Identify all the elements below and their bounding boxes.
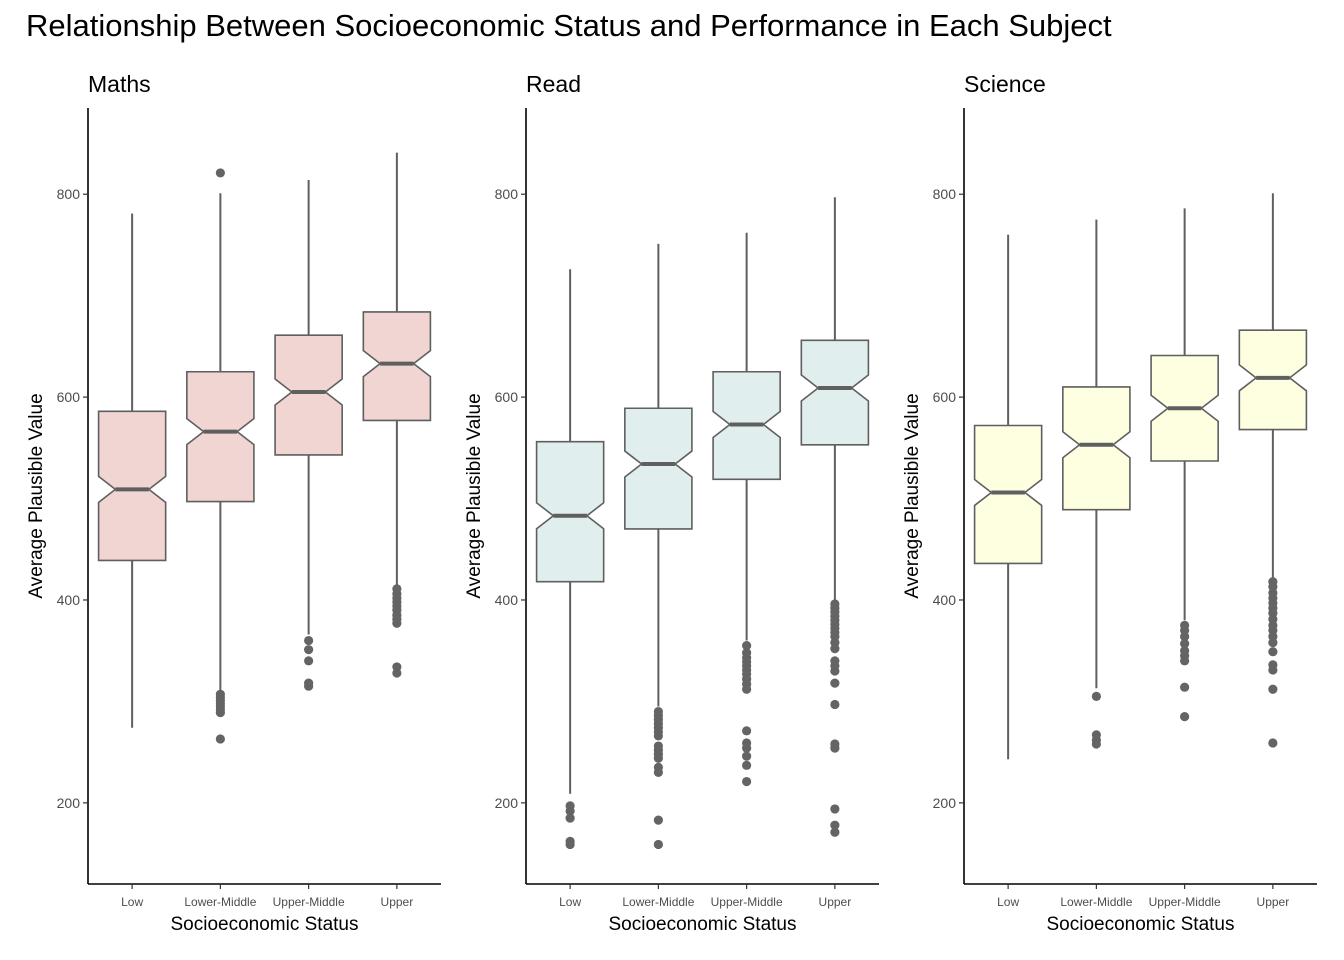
science-x-axis-title: Socioeconomic Status bbox=[1047, 914, 1235, 935]
read-box bbox=[624, 407, 693, 530]
read-box bbox=[800, 339, 870, 446]
read-outlier-point bbox=[565, 813, 575, 823]
science-x-tick-label: Low bbox=[997, 895, 1019, 909]
read-outlier-point bbox=[653, 731, 663, 741]
science-outlier-point bbox=[1091, 739, 1101, 749]
maths-outlier-point bbox=[215, 707, 225, 718]
read-outlier-point bbox=[830, 743, 840, 753]
maths-box bbox=[362, 311, 432, 422]
science-outlier-point bbox=[1268, 647, 1278, 657]
read-outlier-point bbox=[653, 839, 663, 850]
read-outlier-point bbox=[742, 776, 752, 787]
read-outlier-point bbox=[742, 684, 752, 694]
maths-y-tick-label: 200 bbox=[57, 795, 81, 811]
read-outlier-point bbox=[742, 743, 752, 753]
read-x-tick-label: Upper-Middle bbox=[711, 895, 783, 909]
maths-outlier-point bbox=[304, 681, 314, 691]
read-outlier-point bbox=[830, 678, 840, 688]
science-x-tick-label: Upper bbox=[1257, 895, 1290, 909]
science-y-tick-label: 200 bbox=[933, 795, 957, 811]
maths-x-tick-label: Lower-Middle bbox=[184, 895, 256, 909]
read-y-tick-label: 400 bbox=[495, 592, 519, 608]
maths-y-tick-label: 400 bbox=[57, 592, 81, 608]
science-box bbox=[1238, 329, 1308, 431]
science-outlier-point bbox=[1180, 656, 1190, 666]
science-y-tick-label: 800 bbox=[933, 186, 957, 202]
maths-outlier-point bbox=[304, 635, 314, 646]
read-panel-title: Read bbox=[526, 71, 581, 97]
maths-outlier-point bbox=[304, 645, 314, 655]
read-outlier-point bbox=[742, 751, 752, 761]
read-panel: Read 200 400 600 800 Average Plausible Value S… bbox=[464, 71, 879, 935]
science-outlier-point bbox=[1180, 638, 1190, 649]
read-outlier-point bbox=[653, 815, 663, 825]
chart-main-title: Relationship Between Socioeconomic Statu… bbox=[26, 8, 1112, 43]
read-y-tick-label: 600 bbox=[495, 389, 519, 405]
read-x-tick-label: Upper bbox=[819, 895, 852, 909]
maths-x-tick-label: Upper bbox=[381, 895, 414, 909]
maths-panel-title: Maths bbox=[88, 71, 151, 97]
maths-x-axis-title: Socioeconomic Status bbox=[171, 914, 359, 935]
science-x-tick-label: Upper-Middle bbox=[1149, 895, 1221, 909]
read-outlier-point bbox=[742, 641, 752, 651]
maths-panel: Maths 200 400 600 800 Average Plausible Value… bbox=[26, 71, 441, 935]
science-x-tick-label: Lower-Middle bbox=[1060, 895, 1132, 909]
science-outlier-point bbox=[1268, 637, 1278, 648]
read-outlier-point bbox=[653, 753, 663, 763]
maths-box bbox=[274, 334, 343, 456]
science-outlier-point bbox=[1180, 682, 1190, 692]
read-y-tick-label: 200 bbox=[495, 795, 519, 811]
maths-outlier-point bbox=[392, 668, 402, 678]
science-outlier-point bbox=[1091, 691, 1101, 701]
maths-outlier-point bbox=[304, 656, 314, 666]
read-y-axis-title: Average Plausible Value bbox=[464, 393, 485, 598]
read-x-axis-title: Socioeconomic Status bbox=[609, 914, 797, 935]
maths-y-tick-label: 600 bbox=[57, 389, 81, 405]
science-outlier-point bbox=[1268, 738, 1278, 748]
science-y-tick-label: 600 bbox=[933, 389, 957, 405]
read-x-tick-label: Lower-Middle bbox=[622, 895, 694, 909]
read-outlier-point bbox=[742, 726, 752, 736]
maths-outlier-point bbox=[392, 618, 402, 628]
maths-outlier-point bbox=[215, 734, 225, 744]
read-y-tick-label: 800 bbox=[495, 186, 519, 202]
maths-box bbox=[186, 370, 255, 503]
read-outlier-point bbox=[742, 760, 752, 770]
maths-x-tick-label: Upper-Middle bbox=[273, 895, 345, 909]
maths-y-axis-title: Average Plausible Value bbox=[26, 393, 47, 598]
read-outlier-point bbox=[830, 820, 840, 830]
maths-outlier-point bbox=[215, 168, 225, 178]
science-panel-title: Science bbox=[964, 71, 1046, 97]
read-outlier-point bbox=[830, 804, 840, 814]
read-x-tick-label: Low bbox=[559, 895, 581, 909]
maths-y-tick-label: 800 bbox=[57, 186, 81, 202]
read-outlier-point bbox=[565, 806, 575, 816]
science-panel: Science 200 400 600 800 Average Plausible Val… bbox=[902, 71, 1317, 935]
read-outlier-point bbox=[830, 644, 840, 654]
science-y-tick-label: 400 bbox=[933, 592, 957, 608]
read-box bbox=[535, 440, 605, 583]
science-y-axis-title: Average Plausible Value bbox=[902, 393, 923, 598]
science-outlier-point bbox=[1180, 712, 1190, 722]
maths-box bbox=[97, 410, 167, 562]
science-box bbox=[1062, 386, 1131, 511]
science-outlier-point bbox=[1268, 665, 1278, 675]
read-outlier-point bbox=[653, 767, 663, 778]
science-outlier-point bbox=[1180, 631, 1190, 642]
maths-x-tick-label: Low bbox=[121, 895, 143, 909]
read-outlier-point bbox=[830, 699, 840, 710]
read-outlier-point bbox=[565, 839, 575, 850]
science-box bbox=[973, 424, 1043, 565]
science-outlier-point bbox=[1268, 684, 1278, 694]
read-outlier-point bbox=[830, 666, 840, 676]
read-outlier-point bbox=[830, 827, 840, 837]
